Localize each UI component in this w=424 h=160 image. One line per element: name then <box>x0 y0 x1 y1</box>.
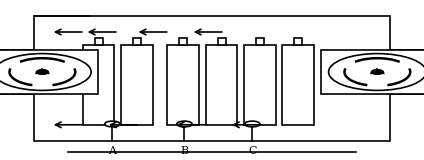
Circle shape <box>36 70 48 74</box>
Text: C: C <box>248 146 257 156</box>
Bar <box>34 16 390 141</box>
Circle shape <box>371 70 383 74</box>
Bar <box>133 38 141 45</box>
Bar <box>206 45 237 125</box>
Bar <box>282 45 314 125</box>
Bar <box>95 38 103 45</box>
Circle shape <box>177 121 192 127</box>
Bar <box>0 50 98 94</box>
Text: A: A <box>109 146 116 156</box>
Circle shape <box>105 121 120 127</box>
Bar <box>121 45 153 125</box>
Bar <box>218 38 226 45</box>
Bar <box>244 45 276 125</box>
Circle shape <box>245 121 260 127</box>
Bar <box>256 38 264 45</box>
Bar <box>179 38 187 45</box>
Text: B: B <box>180 146 189 156</box>
Bar <box>83 45 114 125</box>
Bar <box>321 50 424 94</box>
Bar <box>294 38 302 45</box>
Bar <box>167 45 199 125</box>
